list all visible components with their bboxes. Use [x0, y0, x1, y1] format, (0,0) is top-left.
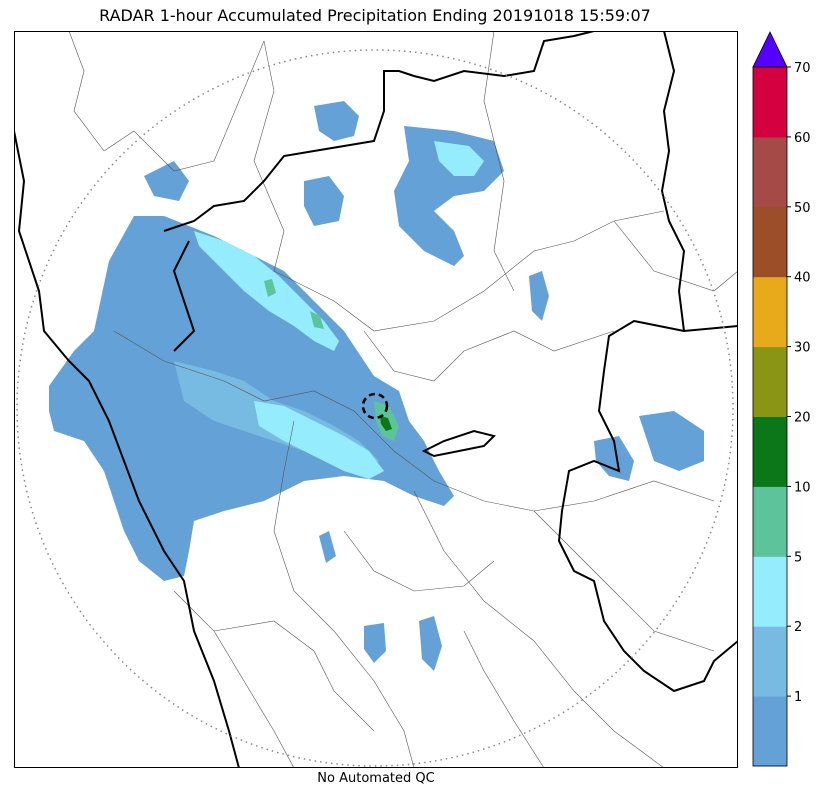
state-borders — [14, 31, 738, 768]
colorbar-tick-label: 1 — [794, 690, 802, 705]
precip-area-east-1 — [594, 436, 634, 481]
state-border-west-inner — [172, 240, 196, 352]
precip-area-south-3 — [319, 531, 336, 563]
colorbar-swatch — [753, 486, 787, 557]
colorbar-swatch — [753, 276, 787, 348]
colorbar-tick-label: 40 — [794, 271, 811, 286]
state-border-north — [163, 31, 595, 232]
colorbar-ticks: 1 2 5 10 20 30 40 50 60 70 — [787, 61, 811, 705]
precip-area-center-light — [254, 401, 384, 479]
colorbar-tick-label: 30 — [794, 341, 811, 356]
colorbar-swatch — [753, 67, 787, 138]
colorbar-swatch — [753, 346, 787, 417]
coastline — [14, 130, 240, 768]
radar-site-marker — [361, 392, 389, 420]
colorbar-swatch — [753, 416, 787, 487]
colorbar-tick-label: 5 — [794, 550, 802, 565]
colorbar-swatches — [752, 31, 788, 767]
colorbar-extend-arrow — [752, 31, 788, 68]
colorbar-swatch — [753, 136, 787, 208]
colorbar-tick-label: 60 — [794, 131, 811, 146]
precipitation-layer — [49, 101, 704, 671]
precip-area-south-1 — [364, 623, 386, 663]
precip-area-nw-green — [264, 279, 276, 297]
precip-area-nw-green-2 — [310, 311, 324, 329]
precip-area-south-2 — [419, 616, 442, 671]
colorbar-tick-label: 2 — [794, 620, 802, 635]
precip-area-north-1 — [314, 101, 359, 141]
colorbar: 1 2 5 10 20 30 40 50 60 70 — [752, 31, 811, 767]
state-border-east-north — [660, 31, 686, 332]
precip-area-north-3-light — [434, 141, 484, 176]
precip-area-east-2 — [639, 411, 704, 471]
precip-area-north-2 — [304, 176, 344, 226]
district-borders — [68, 31, 738, 768]
radar-map — [14, 31, 738, 768]
range-ring — [16, 49, 734, 767]
precip-area-north-4 — [144, 161, 189, 201]
colorbar-tick-label: 70 — [794, 61, 811, 76]
colorbar-swatch — [753, 556, 787, 627]
state-border-inner — [421, 429, 496, 458]
colorbar-swatch — [753, 696, 787, 767]
precip-area-center-dark — [380, 416, 392, 431]
chart-title: RADAR 1-hour Accumulated Precipitation E… — [99, 6, 651, 25]
map-frame — [14, 31, 738, 768]
colorbar-tick-label: 50 — [794, 201, 811, 216]
state-border-east — [557, 319, 738, 693]
precip-area-east-3 — [529, 271, 549, 321]
colorbar-tick-label: 10 — [794, 480, 811, 495]
colorbar-swatch — [753, 626, 787, 697]
colorbar-tick-label: 20 — [794, 411, 811, 426]
colorbar-swatch — [753, 206, 787, 278]
qc-caption: No Automated QC — [317, 771, 435, 786]
